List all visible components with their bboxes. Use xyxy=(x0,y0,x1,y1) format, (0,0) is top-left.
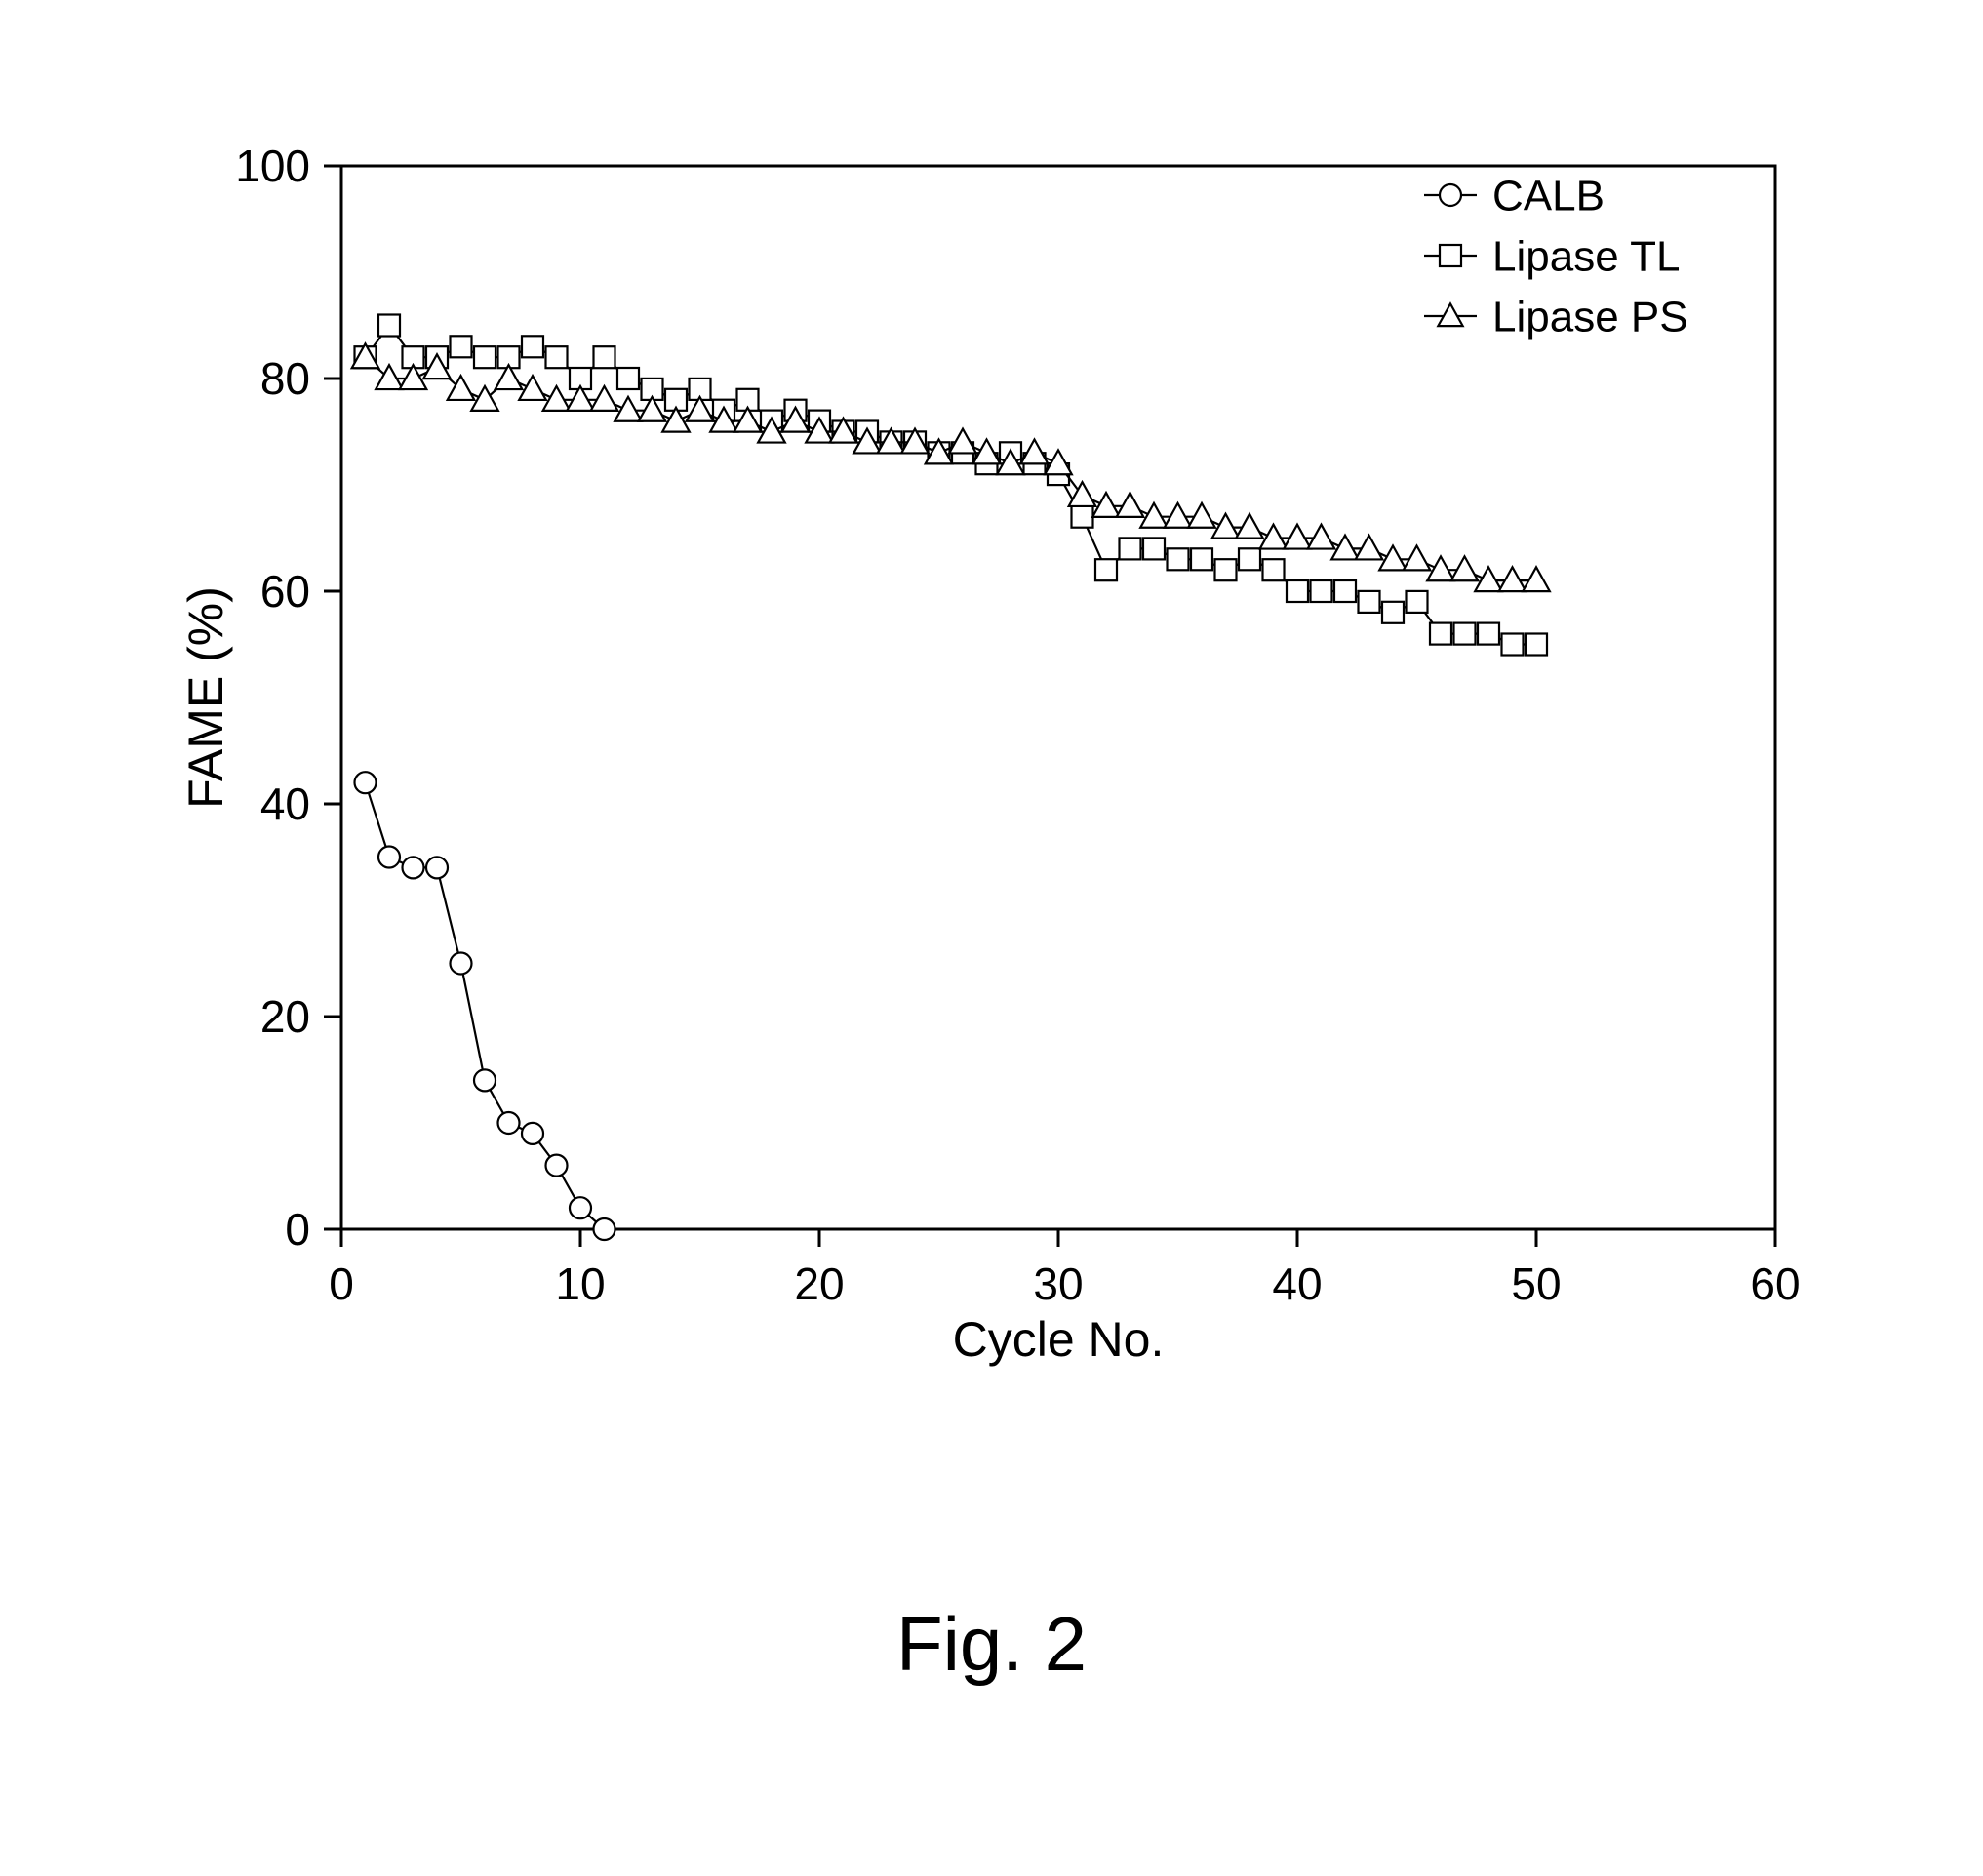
svg-text:30: 30 xyxy=(1033,1258,1083,1309)
svg-text:60: 60 xyxy=(260,566,310,617)
svg-text:20: 20 xyxy=(260,991,310,1042)
svg-text:0: 0 xyxy=(329,1258,354,1309)
svg-text:0: 0 xyxy=(285,1204,310,1255)
svg-text:20: 20 xyxy=(794,1258,844,1309)
svg-text:50: 50 xyxy=(1511,1258,1561,1309)
figure-caption: Fig. 2 xyxy=(0,1600,1983,1689)
chart-container: 0 10 20 30 40 50 60 0 20 40 60 80 100 Cycle No. FAME (… xyxy=(176,127,1834,1395)
fame-vs-cycle-chart: 0 10 20 30 40 50 60 0 20 40 60 80 100 Cycle No. FAME (… xyxy=(176,127,1834,1395)
svg-text:FAME (%): FAME (%) xyxy=(178,586,233,809)
svg-text:CALB: CALB xyxy=(1492,172,1605,220)
svg-text:Lipase PS: Lipase PS xyxy=(1492,293,1688,340)
svg-text:80: 80 xyxy=(260,353,310,404)
svg-text:100: 100 xyxy=(235,140,310,191)
svg-text:10: 10 xyxy=(555,1258,605,1309)
svg-text:Lipase TL: Lipase TL xyxy=(1492,232,1680,280)
svg-text:40: 40 xyxy=(260,778,310,829)
svg-text:40: 40 xyxy=(1272,1258,1322,1309)
svg-text:60: 60 xyxy=(1750,1258,1800,1309)
figure-page: 0 10 20 30 40 50 60 0 20 40 60 80 100 Cycle No. FAME (… xyxy=(0,0,1983,1876)
svg-text:Cycle No.: Cycle No. xyxy=(953,1312,1165,1367)
